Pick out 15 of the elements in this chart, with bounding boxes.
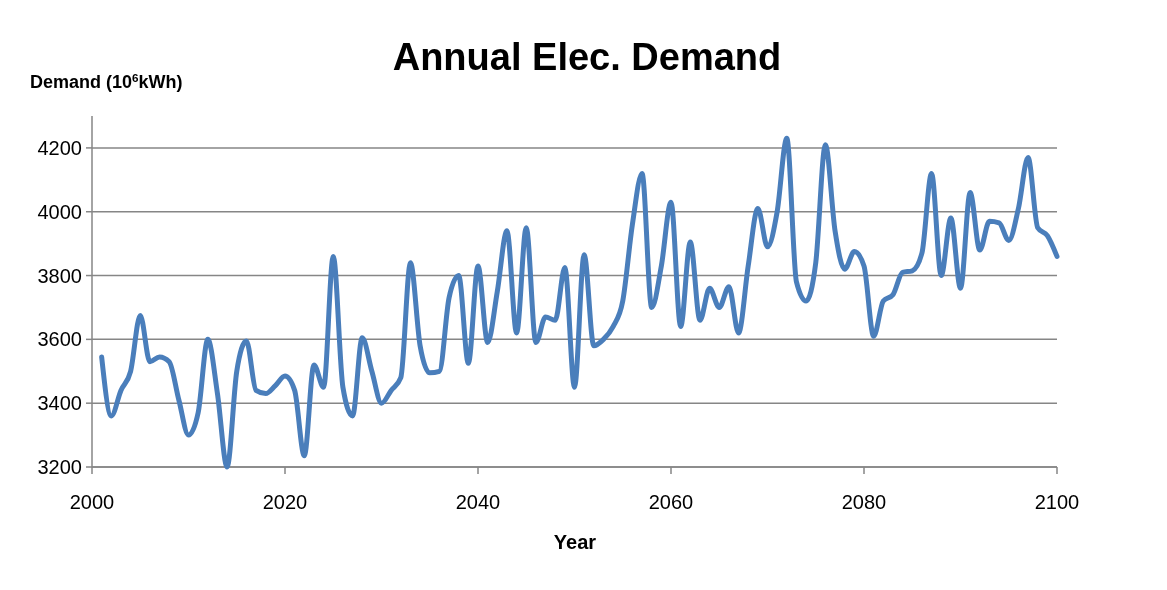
y-tick-label: 3600 bbox=[37, 328, 82, 351]
y-axis-title: Demand (10$^{6}$kWh) bbox=[30, 70, 183, 92]
x-tick-label: 2020 bbox=[262, 491, 308, 513]
y-tick-label: 3200 bbox=[37, 456, 82, 478]
x-tick-label: 2000 bbox=[69, 491, 115, 513]
x-tick-label: 2080 bbox=[841, 491, 887, 513]
y-tick-label: 4200 bbox=[37, 136, 82, 159]
x-tick-label: 2100 bbox=[1034, 491, 1080, 513]
x-tick-label: 2040 bbox=[455, 491, 501, 513]
chart-title: Annual Elec. Demand bbox=[392, 36, 782, 78]
x-tick-label: 2060 bbox=[648, 491, 694, 513]
y-tick-label: 4000 bbox=[37, 200, 82, 223]
x-axis-title: Year bbox=[553, 531, 597, 553]
y-tick-label: 3400 bbox=[37, 392, 82, 415]
y-tick-label: 3800 bbox=[37, 264, 82, 287]
